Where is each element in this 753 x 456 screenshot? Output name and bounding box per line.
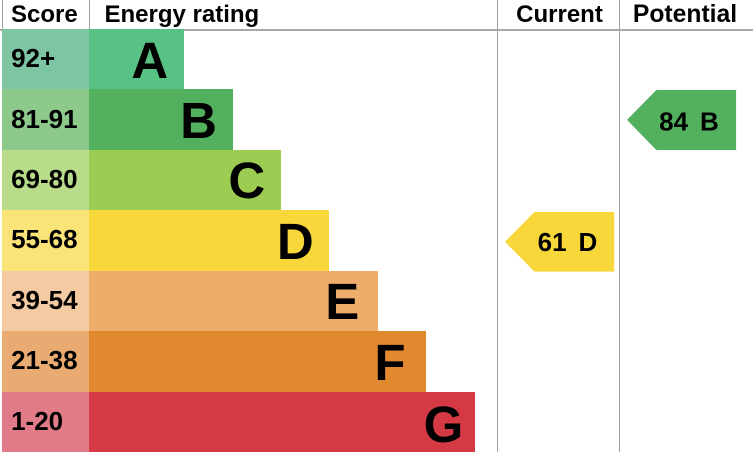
svg-text:B: B (700, 106, 719, 136)
svg-text:84: 84 (659, 106, 688, 136)
svg-text:61: 61 (537, 227, 566, 257)
svg-text:D: D (578, 227, 597, 257)
